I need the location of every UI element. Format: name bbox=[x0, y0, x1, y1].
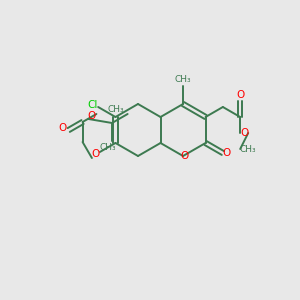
Text: CH₃: CH₃ bbox=[240, 145, 256, 154]
Text: CH₃: CH₃ bbox=[107, 106, 124, 115]
Text: O: O bbox=[180, 151, 188, 161]
Text: O: O bbox=[240, 128, 248, 138]
Text: O: O bbox=[236, 90, 244, 100]
Text: O: O bbox=[87, 111, 96, 121]
Text: Cl: Cl bbox=[87, 100, 98, 110]
Text: CH₃: CH₃ bbox=[175, 76, 191, 85]
Text: O: O bbox=[58, 123, 67, 133]
Text: CH₃: CH₃ bbox=[100, 143, 116, 152]
Text: O: O bbox=[223, 148, 231, 158]
Text: O: O bbox=[92, 149, 100, 159]
